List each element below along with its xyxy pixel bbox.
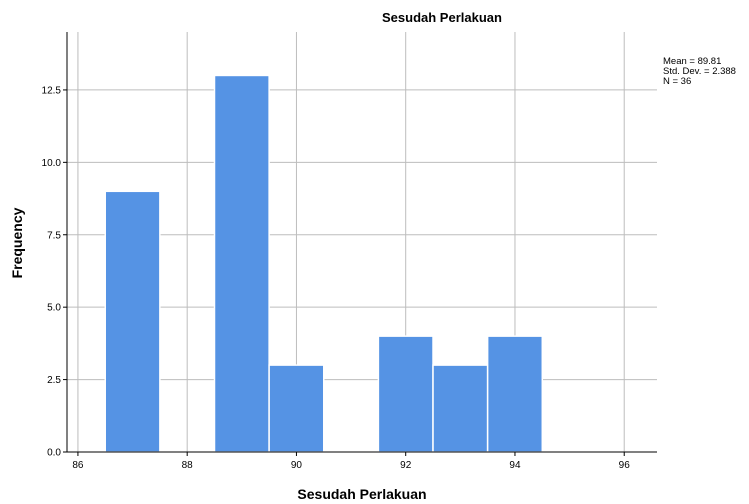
y-tick-label: 10.0 [42,158,62,169]
histogram-bar [432,364,489,453]
chart-title: Sesudah Perlakuan [382,10,502,25]
x-tick-label: 86 [72,460,84,471]
grid-lines [67,32,657,452]
tick-labels: 0.0 2.5 5.0 7.5 10.0 12.5 86 88 90 92 94 96 [42,85,631,471]
stats-mean: Mean = 89.81 [663,56,721,67]
y-axis-title: Frequency [9,207,25,278]
histogram-bar [377,335,434,453]
y-tick-label: 12.5 [42,85,62,96]
histogram-bar [268,364,325,453]
stats-std-dev: Std. Dev. = 2.388 [663,66,736,77]
x-tick-label: 92 [400,460,412,471]
stats-n: N = 36 [663,76,691,87]
x-tick-label: 90 [291,460,303,471]
x-tick-label: 94 [509,460,521,471]
x-tick-label: 88 [182,460,194,471]
y-tick-label: 5.0 [47,303,61,314]
y-tick-label: 7.5 [47,230,61,241]
x-tick-label: 96 [619,460,631,471]
histogram-bar [486,335,544,453]
histogram-bar [104,190,161,453]
histogram-bar [213,74,270,453]
histogram-bars [104,74,544,453]
x-axis-title: Sesudah Perlakuan [297,486,426,502]
axes [63,32,657,456]
y-tick-label: 2.5 [47,375,61,386]
y-tick-label: 0.0 [47,448,61,459]
